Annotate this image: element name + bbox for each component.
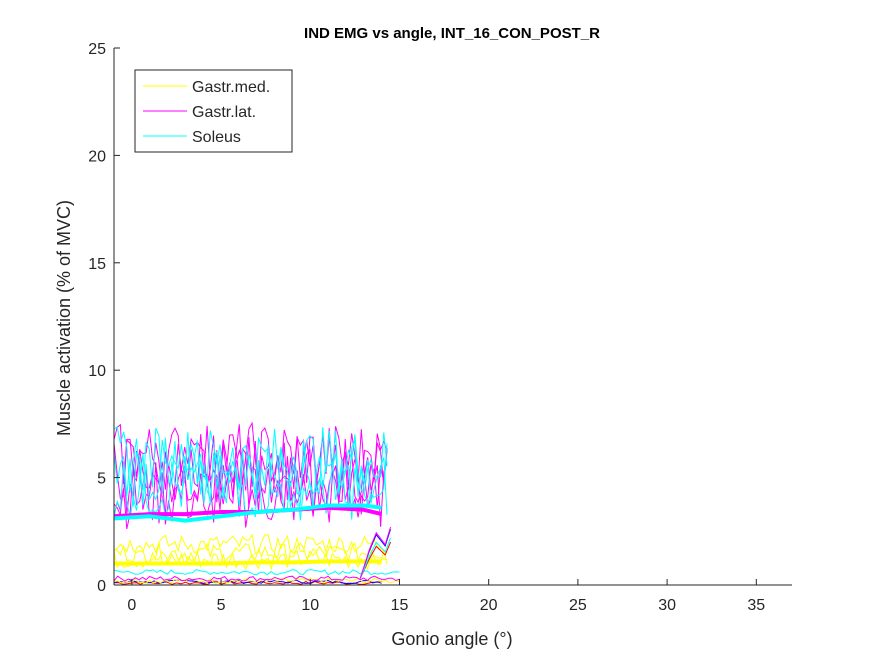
legend: Gastr.med. Gastr.lat. Soleus — [134, 69, 293, 153]
trial-trace-low — [113, 575, 400, 582]
legend-label: Gastr.lat. — [192, 104, 256, 121]
y-tick-label: 0 — [97, 578, 106, 595]
y-tick-label: 20 — [88, 148, 106, 165]
x-tick-label: 10 — [301, 597, 319, 614]
y-ticks: 0 5 10 15 20 25 — [88, 41, 120, 595]
x-tick-label: 30 — [658, 597, 676, 614]
axes — [113, 48, 792, 586]
chart-title: IND EMG vs angle, INT_16_CON_POST_R — [304, 25, 600, 42]
mean-line — [114, 559, 382, 566]
x-tick-label: 20 — [480, 597, 498, 614]
x-axis-label: Gonio angle (°) — [391, 629, 512, 649]
legend-label: Soleus — [192, 129, 241, 146]
trial-trace-low — [113, 569, 400, 576]
mean-line — [113, 503, 382, 523]
x-tick-label: 0 — [127, 597, 136, 614]
trial-trace — [113, 542, 388, 564]
y-tick-label: 10 — [88, 363, 106, 380]
trial-trace — [113, 439, 388, 508]
end-spike-trace — [359, 541, 392, 579]
y-tick-label: 25 — [88, 41, 106, 58]
y-tick-label: 5 — [97, 471, 106, 488]
end-spike-trace — [359, 526, 392, 579]
trial-trace — [113, 533, 388, 555]
x-tick-label: 5 — [217, 597, 226, 614]
x-tick-label: 35 — [747, 597, 765, 614]
x-tick-label: 25 — [569, 597, 587, 614]
y-tick-label: 15 — [88, 256, 106, 273]
legend-label: Gastr.med. — [192, 79, 270, 96]
end-spike-trace — [359, 537, 392, 579]
y-axis-label: Muscle activation (% of MVC) — [54, 200, 74, 436]
x-tick-label: 15 — [391, 597, 409, 614]
plot-area — [113, 421, 400, 585]
trial-trace — [113, 426, 388, 495]
x-ticks: 0 5 10 15 20 25 30 35 — [127, 579, 765, 614]
trial-trace-low — [113, 577, 400, 584]
